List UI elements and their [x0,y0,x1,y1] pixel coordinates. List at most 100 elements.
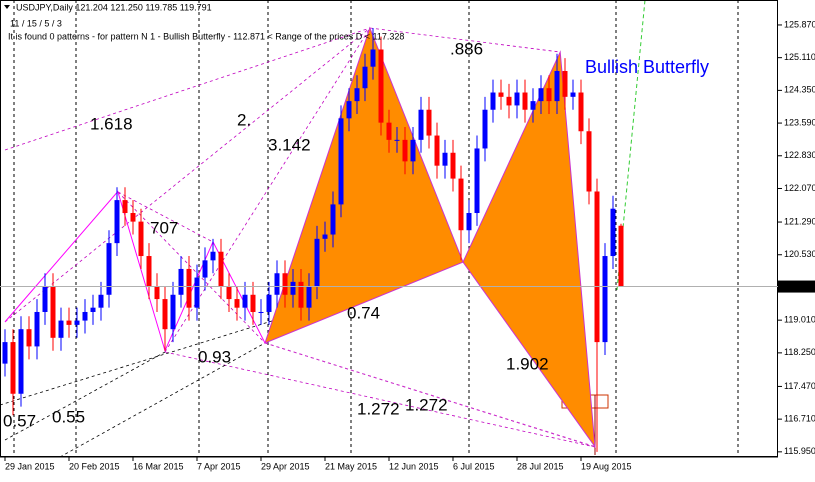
candle-body [602,256,608,343]
pattern-base [264,342,596,448]
candle-body [218,251,224,287]
candle-body [58,320,64,338]
candle-body [426,109,432,136]
candle-body [122,200,128,214]
candle-body [234,299,240,308]
y-tick-label: 122.830 [784,150,815,160]
candle-body [210,251,216,261]
y-tick-label: 125.110 [784,52,815,62]
candle-body [250,294,256,312]
trend-line [4,351,166,441]
fib-ratio-label: 1.618 [90,114,133,133]
candle-body [242,294,248,308]
candle-body [522,92,528,110]
candle-body [442,152,448,166]
current-price-box [778,280,815,293]
menu-arrow [4,5,10,9]
x-tick-label: 28 Jul 2015 [517,461,564,471]
fib-ratio-label: 2. [237,110,251,129]
chart-subtitle: 11 / 15 / 5 / 3 [10,18,62,28]
candle-body [42,286,48,312]
y-tick-label: 123.590 [784,117,815,127]
candle-body [434,135,440,166]
fib-line [4,27,371,323]
candle-body [514,92,520,106]
candle-body [570,92,576,97]
candle-body [578,92,584,132]
fib-ratio-label: 0.57 [3,411,36,430]
candle-body [610,208,616,257]
fib-ratio-label: .886 [450,39,483,58]
y-tick-label: 118.250 [784,347,815,357]
candle-body [2,342,8,364]
x-tick-label: 16 Mar 2015 [133,461,184,471]
candle-body [34,311,40,347]
candle-body [130,213,136,222]
chart-title: USDJPY,Daily 121.204 121.250 119.785 119… [16,2,212,12]
candle-body [26,329,32,347]
x-tick-label: 12 Jun 2015 [389,461,439,471]
candle-body [106,243,112,295]
candle-body [594,191,600,343]
candle-body [274,273,280,295]
fib-line [369,27,561,53]
candle-body [538,88,544,102]
candle-body [482,109,488,149]
candle-body [354,88,360,102]
pattern-name: Bullish Butterfly [585,57,709,77]
fib-ratio-label: 0.93 [198,347,231,366]
x-tick-label: 29 Jan 2015 [5,461,55,471]
candle-body [546,88,552,102]
pattern-triangle [462,50,596,449]
y-tick-label: 122.070 [784,183,815,193]
x-tick-label: 21 May 2015 [325,461,377,471]
current-price-label: 119.791 [784,281,815,291]
fib-line [117,191,266,344]
candle-body [562,71,568,97]
candle-body [114,200,120,244]
pattern-info: It is found 0 patterns - for pattern N 1… [8,31,404,41]
candle-body [330,204,336,235]
candle-body [362,66,368,89]
x-tick-label: 6 Jul 2015 [453,461,495,471]
fib-ratio-label: 1.272 [405,395,448,414]
candle-body [386,122,392,140]
candle-body [186,268,192,308]
candle-body [586,131,592,192]
candle-body [338,118,344,205]
candle-body [458,178,464,231]
candle-body [162,299,168,330]
x-tick-label: 29 Apr 2015 [261,461,310,471]
candle-body [98,294,104,308]
candle-body [202,260,208,278]
y-tick-label: 119.010 [784,315,815,325]
candle-body [618,225,624,287]
candle-body [154,286,160,300]
candle-body [82,311,88,321]
candle-body [498,92,504,97]
candle-body [314,238,320,287]
candle-body [138,221,144,257]
candle-body [378,49,384,123]
fib-line [4,27,371,151]
x-tick-label: 7 Apr 2015 [197,461,241,471]
fib-ratio-label: 707 [150,218,178,237]
candle-body [74,320,80,325]
candle-body [322,234,328,239]
candle-body [530,101,536,110]
candle-body [290,281,296,295]
candle-body [394,139,400,141]
y-tick-label: 116.710 [784,414,815,424]
y-tick-label: 124.350 [784,85,815,95]
y-tick-label: 121.290 [784,216,815,226]
candle-body [506,96,512,106]
candle-body [474,148,480,214]
candle-body [346,101,352,119]
candle-body [66,320,72,325]
candle-body [466,213,472,231]
fib-line [164,27,371,353]
candle-body [402,139,408,162]
candle-body [18,329,24,394]
fib-ratio-label: 0.55 [52,407,85,426]
candle-body [554,71,560,102]
